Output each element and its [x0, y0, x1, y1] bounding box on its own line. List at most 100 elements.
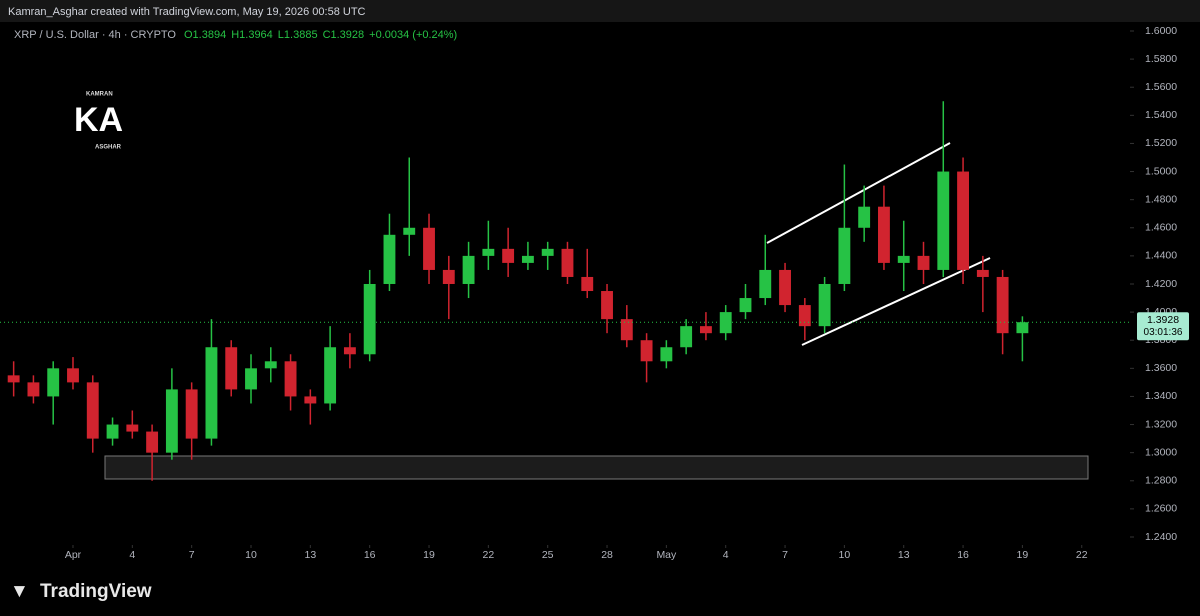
- candle-body: [699, 326, 712, 334]
- x-tick-label: 22: [1076, 549, 1088, 561]
- ohlc-value: O1.3894: [184, 29, 226, 41]
- y-tick-label: 1.4400: [1145, 250, 1177, 262]
- candle-body: [858, 206, 871, 228]
- candle-body: [601, 291, 613, 320]
- y-tick-label: 1.2600: [1145, 503, 1177, 515]
- price-label: 1.3928: [1147, 314, 1179, 326]
- candle-body: [640, 340, 653, 362]
- candle-body: [818, 283, 831, 327]
- candle-body: [146, 431, 159, 453]
- watermark-letters: KA: [74, 101, 123, 139]
- x-tick-label: 22: [483, 549, 495, 561]
- support-zone: [104, 455, 1089, 480]
- candle-body: [759, 269, 772, 299]
- candle-body: [838, 227, 851, 284]
- candle-body: [225, 347, 238, 390]
- candle-body: [878, 206, 890, 263]
- candle-body: [739, 298, 752, 313]
- x-tick-label: 16: [957, 549, 969, 561]
- candle-body: [581, 276, 594, 292]
- x-tick-label: 7: [189, 549, 195, 561]
- candle-body: [106, 424, 119, 439]
- x-tick-label: 4: [129, 549, 135, 561]
- candle-body: [7, 375, 20, 383]
- candle-body: [779, 269, 791, 306]
- ohlc-value: L1.3885: [278, 29, 318, 41]
- y-tick-label: 1.2800: [1145, 475, 1177, 487]
- x-tick-label: 7: [782, 549, 788, 561]
- y-tick-label: 1.3400: [1145, 390, 1177, 402]
- x-tick-label: 10: [839, 549, 851, 561]
- x-tick-label: 4: [723, 549, 729, 561]
- channel-line: [766, 142, 951, 244]
- candle-body: [502, 248, 515, 263]
- candle-body: [363, 283, 376, 355]
- candle-body: [27, 382, 40, 397]
- countdown: 03:01:36: [1144, 327, 1183, 338]
- watermark: KAMRAN KA ASGHAR: [74, 92, 123, 151]
- header-bar: [0, 0, 1200, 22]
- candle-body: [917, 255, 930, 270]
- candle-body: [462, 255, 475, 284]
- candle-body: [383, 234, 396, 284]
- candle-body: [343, 347, 356, 355]
- x-tick-label: 10: [245, 549, 257, 561]
- candle-body: [897, 255, 910, 263]
- x-tick-label: 28: [601, 549, 613, 561]
- candle-body: [521, 255, 534, 263]
- ohlc-value: H1.3964: [231, 29, 273, 41]
- candle-body: [205, 347, 218, 439]
- candle-body: [996, 276, 1009, 334]
- y-tick-label: 1.5600: [1145, 81, 1177, 93]
- x-tick-label: 13: [898, 549, 910, 561]
- candle-body: [67, 368, 79, 383]
- price-box: [1137, 312, 1189, 341]
- y-tick-label: 1.2400: [1145, 531, 1177, 543]
- x-tick-label: 19: [423, 549, 435, 561]
- y-tick-label: 1.3000: [1145, 446, 1177, 458]
- y-tick-label: 1.3600: [1145, 362, 1177, 374]
- y-tick-label: 1.3200: [1145, 418, 1177, 430]
- y-tick-label: 1.4200: [1145, 278, 1177, 290]
- candle-body: [957, 171, 969, 270]
- symbol: XRP / U.S. Dollar · 4h · CRYPTO: [14, 29, 176, 41]
- candle-body: [403, 227, 416, 235]
- ohlc-value: +0.0034 (+0.24%): [369, 29, 457, 41]
- y-tick-label: 1.5400: [1145, 109, 1177, 121]
- ohlc-value: C1.3928: [323, 29, 365, 41]
- candle-body: [86, 382, 99, 439]
- y-tick-label: 1.4600: [1145, 222, 1177, 234]
- candle-body: [165, 389, 178, 453]
- candle-body: [976, 269, 989, 277]
- candle-body: [284, 361, 297, 397]
- x-tick-label: 16: [364, 549, 376, 561]
- ohlc-legend: O1.3894 H1.3964 L1.3885 C1.3928 +0.0034 (+0.…: [184, 29, 457, 41]
- candle-body: [660, 347, 673, 362]
- candle-body: [798, 305, 811, 327]
- x-tick-label: Apr: [65, 549, 82, 561]
- candle-body: [937, 171, 950, 270]
- channel-line: [801, 257, 991, 346]
- candle-body: [324, 347, 337, 404]
- candle-body: [126, 424, 139, 432]
- x-tick-label: 13: [304, 549, 316, 561]
- candle-body: [185, 389, 198, 439]
- watermark-bottom: ASGHAR: [95, 145, 122, 151]
- y-tick-label: 1.5200: [1145, 137, 1177, 149]
- y-tick-label: 1.5000: [1145, 165, 1177, 177]
- watermark-top: KAMRAN: [86, 92, 113, 98]
- footer-logo: TradingView: [40, 581, 152, 602]
- candle-body: [442, 269, 455, 284]
- candle-body: [541, 248, 554, 256]
- candle-body: [423, 227, 435, 270]
- candle-body: [482, 248, 495, 256]
- candle-body: [620, 319, 633, 341]
- candle-body: [245, 368, 257, 390]
- candle-body: [1016, 322, 1029, 334]
- logo-icon: ▼: [10, 581, 29, 602]
- y-tick-label: 1.5800: [1145, 53, 1177, 65]
- candle-body: [47, 368, 60, 397]
- candle-body: [561, 248, 574, 277]
- candle-body: [304, 396, 317, 404]
